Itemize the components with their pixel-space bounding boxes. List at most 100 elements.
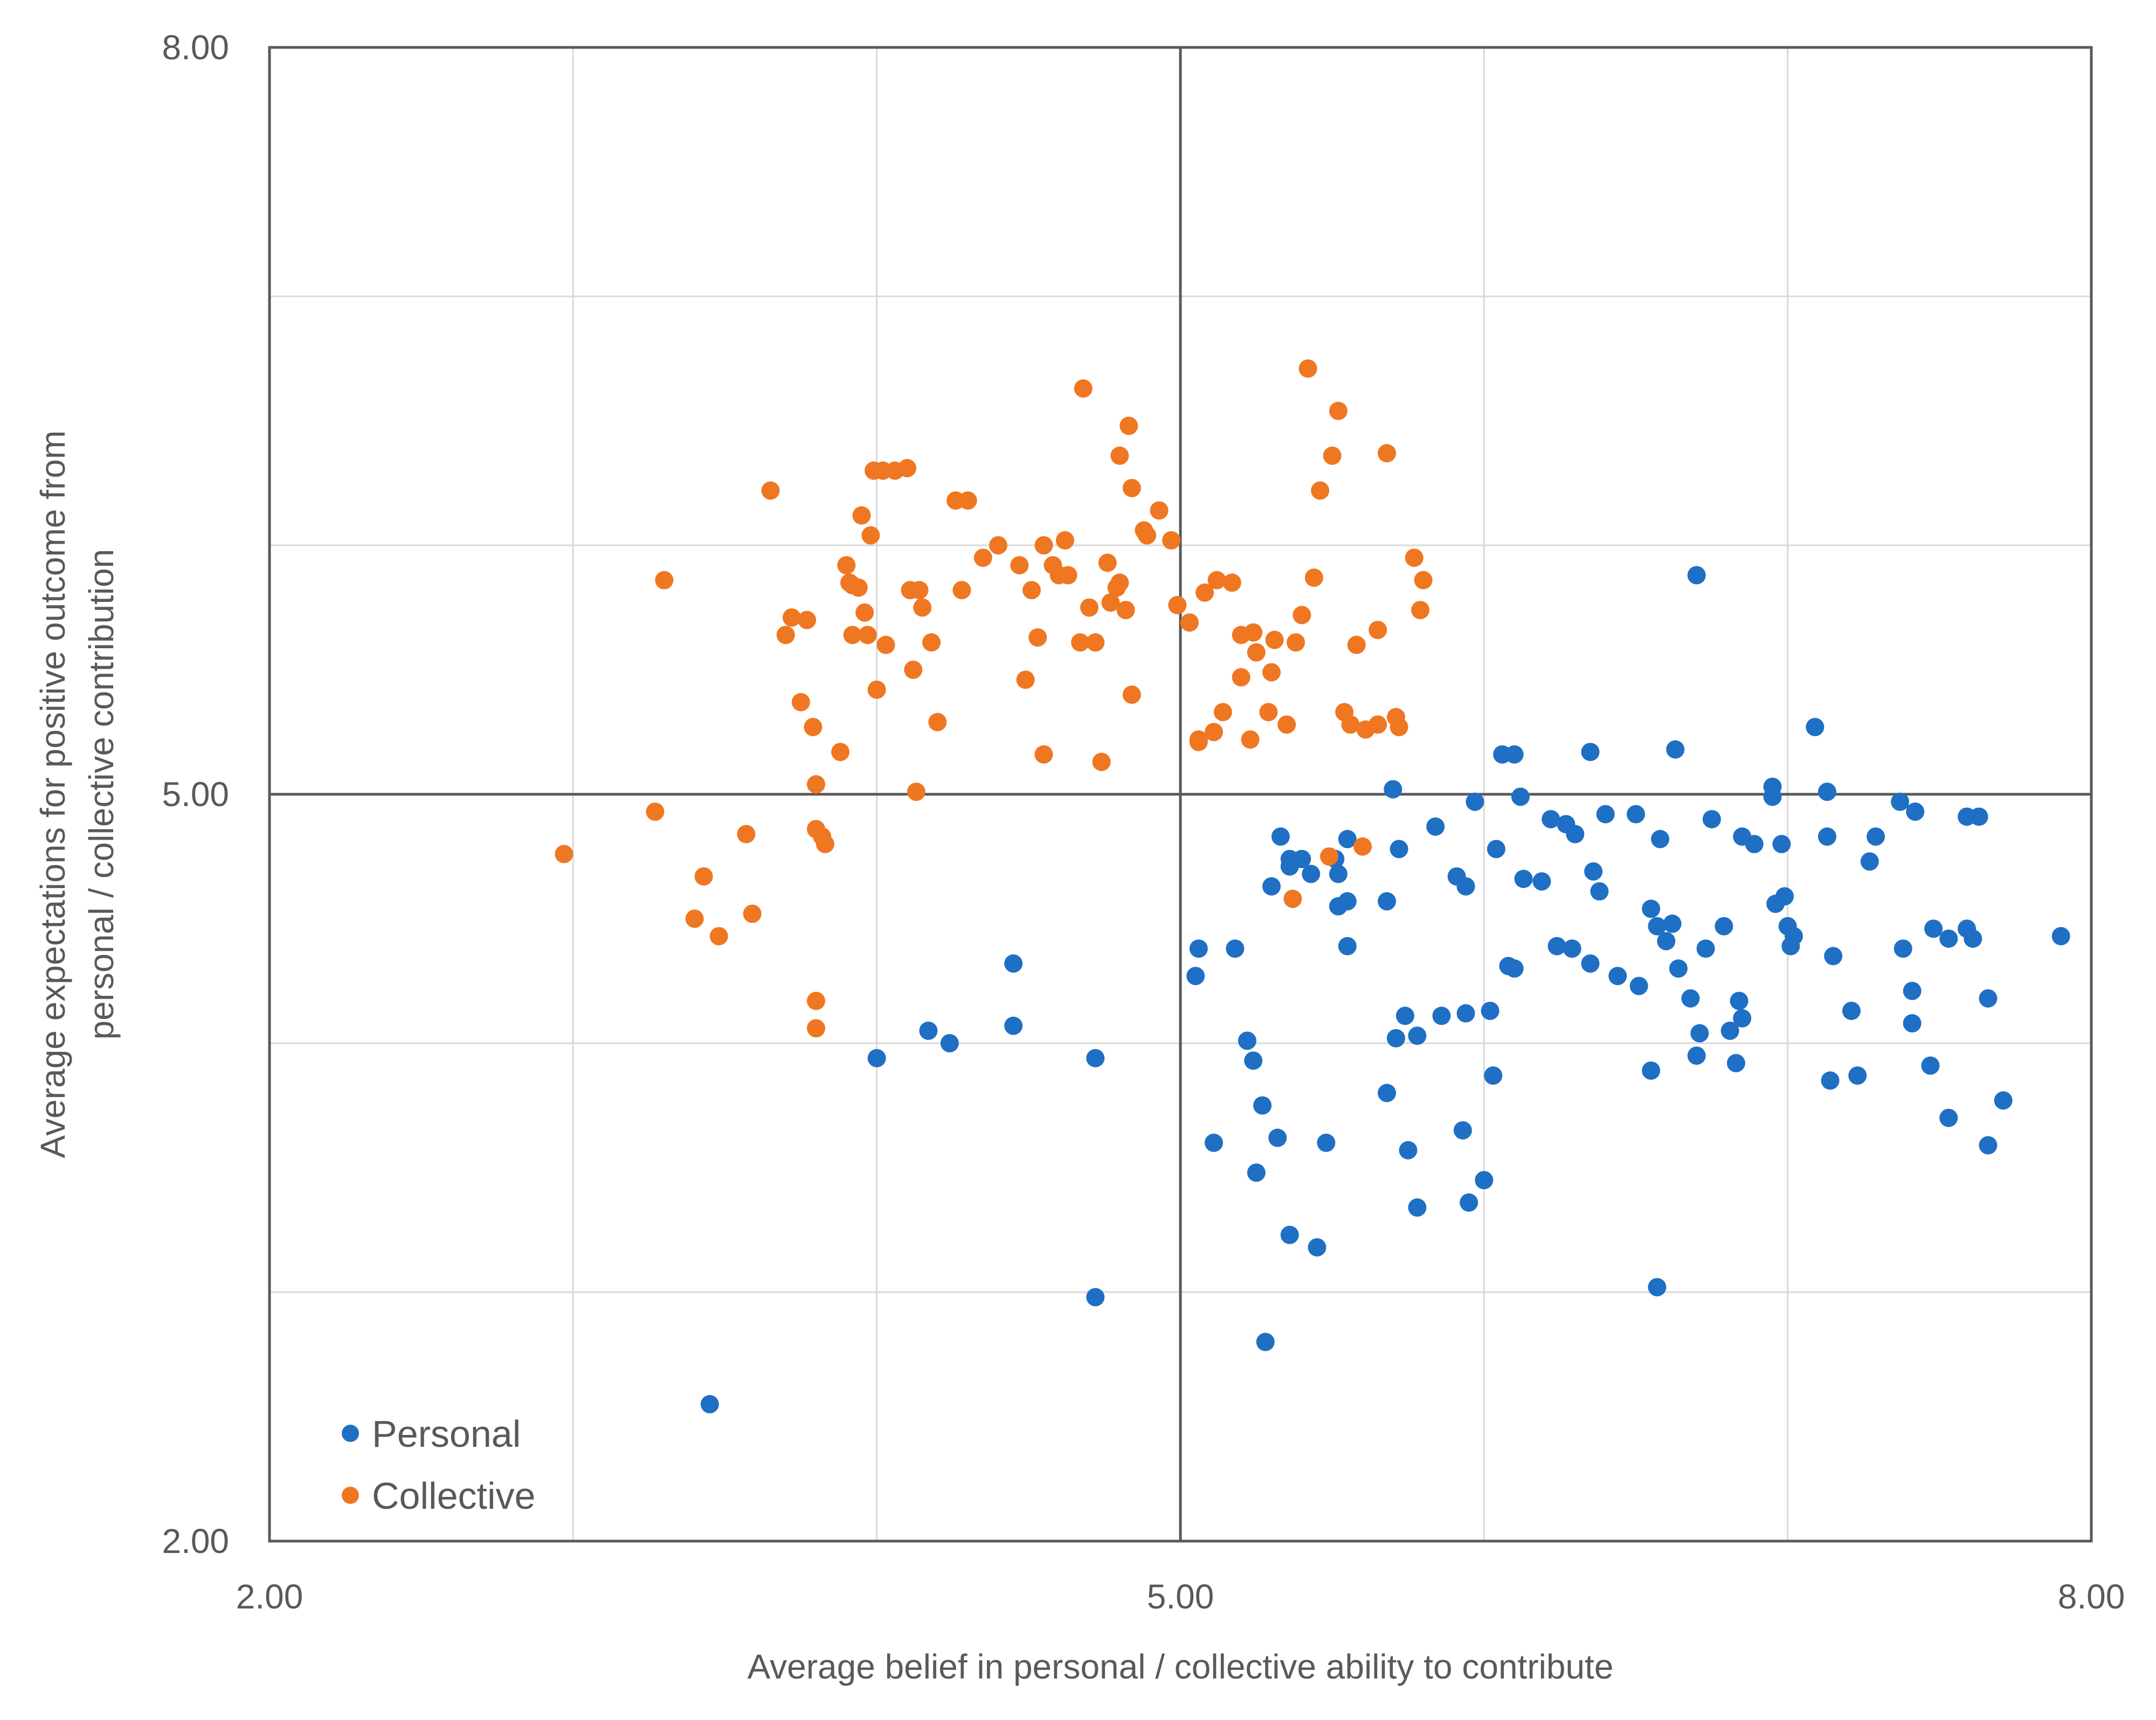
collective-point (973, 549, 992, 567)
personal-point (1378, 892, 1397, 911)
personal-point (1687, 1046, 1706, 1065)
collective-point (1311, 481, 1330, 500)
personal-point (1924, 919, 1943, 938)
personal-point (1384, 780, 1402, 799)
personal-point (1651, 830, 1670, 849)
personal-point (1493, 745, 1512, 764)
collective-point (782, 608, 801, 627)
personal-point (1608, 967, 1627, 986)
collective-point (837, 556, 856, 574)
personal-point (1511, 787, 1530, 806)
collective-point (1265, 630, 1284, 649)
collective-point (1369, 621, 1387, 640)
personal-point (1657, 932, 1676, 951)
x-tick-label: 5.00 (1147, 1577, 1214, 1616)
personal-point (1487, 840, 1505, 858)
y-axis-title-line-2: personal / collective contribution (82, 549, 121, 1040)
personal-point (1386, 1029, 1405, 1048)
collective-point (1378, 444, 1397, 463)
collective-point (694, 867, 713, 886)
personal-point (1189, 939, 1208, 958)
collective-point (761, 481, 780, 500)
personal-point (2051, 927, 2070, 946)
collective-point (1016, 670, 1035, 689)
personal-point (1669, 959, 1688, 978)
personal-point (1280, 1225, 1299, 1244)
personal-point (1086, 1288, 1105, 1307)
personal-point (1338, 830, 1357, 849)
personal-point (1271, 827, 1290, 846)
collective-point (1092, 752, 1111, 771)
collective-point (1028, 628, 1047, 647)
personal-point (1848, 1066, 1867, 1085)
collective-point (1320, 847, 1339, 866)
collective-point (1369, 715, 1387, 734)
series-personal (700, 566, 2070, 1413)
collective-point (852, 506, 871, 525)
personal-point (1715, 917, 1733, 935)
personal-point (1475, 1171, 1494, 1190)
personal-point (1994, 1091, 2013, 1110)
personal-point (1408, 1198, 1427, 1217)
y-axis-ticks: 2.00 5.00 8.00 (162, 28, 229, 1561)
x-axis-ticks: 2.00 5.00 8.00 (236, 1577, 2125, 1616)
y-tick-label: 2.00 (162, 1522, 229, 1561)
collective-point (798, 611, 817, 629)
collective-point (1347, 635, 1366, 654)
legend-marker-personal (342, 1425, 359, 1442)
collective-point (867, 680, 886, 699)
personal-point (1186, 967, 1205, 986)
x-axis-title: Average belief in personal / collective … (748, 1647, 1614, 1686)
personal-point (1399, 1141, 1418, 1160)
y-tick-label: 8.00 (162, 28, 229, 67)
personal-point (1818, 782, 1836, 801)
collective-point (776, 626, 795, 644)
personal-point (1903, 981, 1922, 1000)
personal-point (1629, 976, 1648, 995)
x-tick-label: 8.00 (2058, 1577, 2125, 1616)
collective-point (1010, 556, 1029, 574)
collective-point (1110, 573, 1129, 592)
collective-point (1287, 633, 1305, 652)
collective-point (804, 718, 823, 737)
personal-point (1891, 792, 1910, 811)
personal-point (940, 1034, 959, 1052)
personal-point (1867, 827, 1885, 846)
collective-point (898, 459, 916, 477)
collective-point (989, 536, 1007, 554)
personal-point (919, 1021, 938, 1040)
legend: Personal Collective (342, 1413, 535, 1517)
collective-point (1022, 581, 1041, 600)
collective-point (1196, 583, 1214, 602)
collective-point (807, 991, 825, 1010)
personal-point (1484, 1066, 1503, 1085)
collective-point (1293, 606, 1311, 625)
personal-point (1648, 1278, 1667, 1296)
collective-point (1055, 531, 1074, 550)
personal-point (1860, 852, 1879, 871)
collective-point (1232, 668, 1250, 686)
personal-point (1745, 835, 1764, 854)
personal-point (1226, 939, 1245, 958)
collective-point (807, 1019, 825, 1038)
personal-point (1004, 1016, 1023, 1035)
collective-point (1222, 573, 1241, 592)
personal-point (1939, 1108, 1958, 1127)
collective-point (922, 633, 941, 652)
personal-point (1247, 1163, 1266, 1182)
legend-label-collective: Collective (372, 1475, 535, 1517)
center-lines (270, 47, 2091, 1541)
personal-point (1627, 804, 1645, 823)
collective-point (958, 491, 977, 510)
personal-point (1280, 857, 1299, 876)
collective-point (1329, 401, 1348, 420)
personal-point (1505, 959, 1524, 978)
collective-point (743, 904, 762, 923)
personal-point (1566, 824, 1585, 843)
collective-point (1390, 718, 1408, 737)
personal-point (1390, 840, 1408, 858)
personal-point (1329, 897, 1348, 916)
collective-point (910, 581, 929, 600)
personal-point (1702, 810, 1721, 829)
